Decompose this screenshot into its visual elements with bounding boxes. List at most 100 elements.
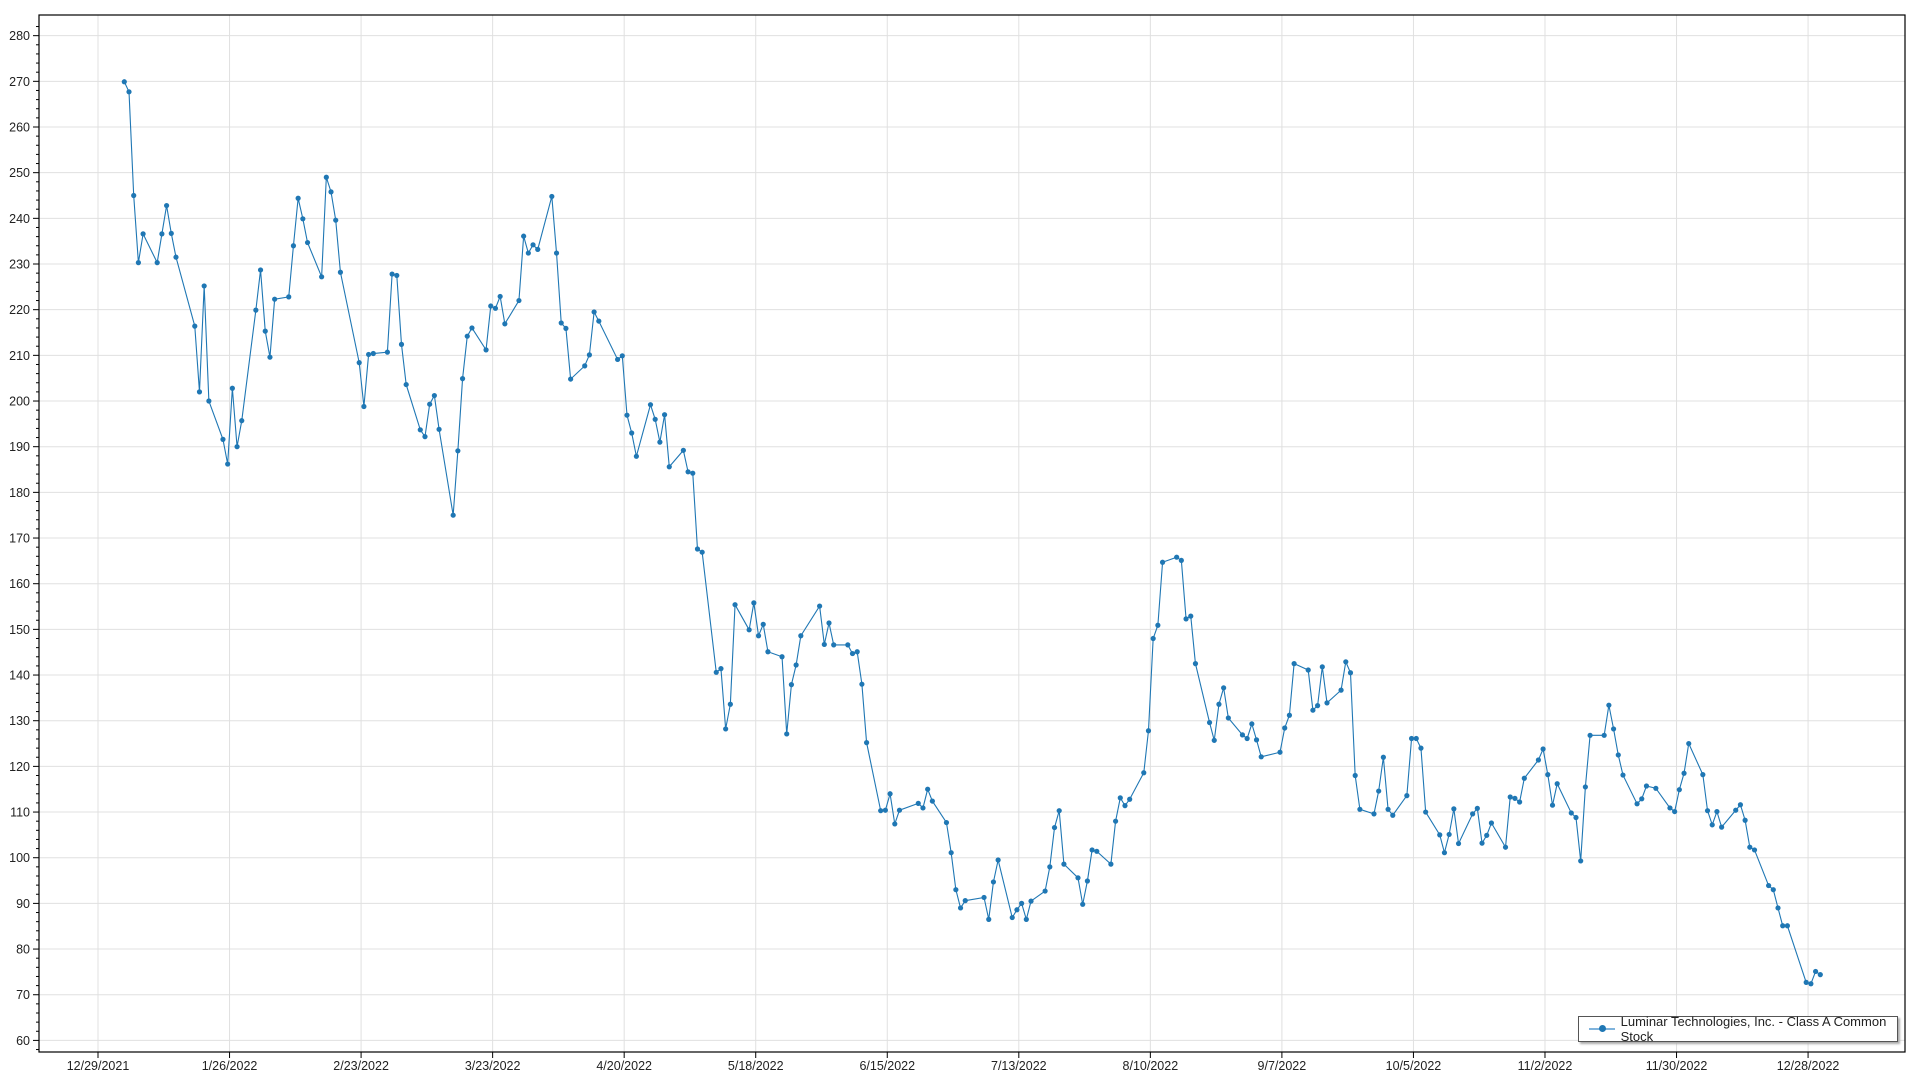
data-point xyxy=(1324,700,1330,706)
data-point xyxy=(422,434,428,440)
data-point xyxy=(516,297,522,304)
data-point xyxy=(1535,757,1542,763)
data-point xyxy=(1606,702,1612,708)
data-point xyxy=(1080,901,1086,907)
data-point xyxy=(1319,664,1325,670)
data-point xyxy=(732,602,738,608)
data-point xyxy=(779,654,785,660)
data-point xyxy=(521,233,527,239)
data-point xyxy=(953,887,959,893)
data-point xyxy=(760,621,766,627)
data-point xyxy=(229,385,235,391)
data-point xyxy=(1545,772,1551,778)
data-point xyxy=(591,309,597,315)
data-point xyxy=(370,350,376,357)
y-tick-label: 280 xyxy=(9,29,30,43)
y-tick-label: 220 xyxy=(9,303,30,317)
x-tick-label: 2/23/2022 xyxy=(333,1059,389,1073)
data-point xyxy=(558,320,564,326)
data-point xyxy=(192,323,198,329)
x-tick-label: 9/7/2022 xyxy=(1258,1059,1307,1073)
data-point xyxy=(225,461,231,467)
data-point xyxy=(1700,772,1706,778)
y-tick-label: 160 xyxy=(9,577,30,591)
data-point xyxy=(878,808,884,814)
data-point xyxy=(201,283,207,289)
data-point xyxy=(1028,898,1034,904)
data-point xyxy=(652,416,658,422)
data-point xyxy=(1775,905,1781,911)
data-point xyxy=(1051,824,1058,831)
data-point xyxy=(1751,847,1758,853)
data-point xyxy=(361,403,367,410)
gridlines xyxy=(39,15,1905,1052)
data-point xyxy=(131,192,137,199)
data-point xyxy=(319,274,325,280)
data-point xyxy=(1023,916,1029,922)
axes xyxy=(33,14,1906,1058)
data-point xyxy=(1643,783,1650,789)
data-point xyxy=(253,307,259,313)
data-point xyxy=(943,819,950,826)
data-point xyxy=(121,79,127,85)
data-point xyxy=(817,603,823,609)
data-point xyxy=(793,662,799,668)
data-point xyxy=(1719,824,1725,830)
data-point xyxy=(196,389,203,395)
data-point xyxy=(1747,844,1753,850)
data-point xyxy=(1192,661,1199,667)
y-tick-label: 240 xyxy=(9,212,30,226)
data-point xyxy=(1766,882,1772,889)
data-point xyxy=(389,271,395,277)
data-point xyxy=(234,444,240,450)
data-point xyxy=(1667,805,1673,811)
data-point xyxy=(723,726,729,732)
data-point xyxy=(553,250,560,256)
data-point xyxy=(1225,715,1231,721)
data-point xyxy=(586,352,593,358)
data-point xyxy=(140,231,146,237)
data-point xyxy=(168,230,174,237)
y-tick-label: 90 xyxy=(16,897,30,911)
data-point xyxy=(1488,820,1495,826)
data-point xyxy=(1286,712,1293,718)
data-point xyxy=(854,649,860,655)
data-point xyxy=(1742,817,1748,823)
data-point xyxy=(1145,728,1152,734)
data-point xyxy=(1089,847,1095,853)
data-point xyxy=(464,333,470,339)
data-point xyxy=(126,89,132,95)
data-point xyxy=(755,633,762,639)
data-point xyxy=(1554,781,1560,787)
data-point xyxy=(1239,732,1246,738)
x-tick-label: 12/29/2021 xyxy=(67,1059,130,1073)
data-point xyxy=(1206,719,1213,726)
x-tick-label: 11/2/2022 xyxy=(1518,1059,1573,1073)
data-point xyxy=(525,250,531,256)
y-tick-label: 250 xyxy=(9,166,30,180)
data-point xyxy=(323,174,329,180)
y-tick-label: 100 xyxy=(9,851,30,865)
x-tick-label: 11/30/2022 xyxy=(1646,1059,1708,1073)
data-point xyxy=(328,189,334,195)
y-tick-label: 210 xyxy=(9,349,30,363)
data-point xyxy=(887,791,893,797)
data-point xyxy=(831,642,837,648)
data-point xyxy=(746,627,752,633)
data-point xyxy=(337,269,344,275)
data-point xyxy=(1178,557,1184,564)
data-point xyxy=(1418,745,1424,751)
data-point xyxy=(286,294,292,300)
data-point xyxy=(1122,803,1128,809)
data-point xyxy=(1704,808,1711,814)
data-point xyxy=(1258,754,1264,760)
data-point xyxy=(1484,832,1490,838)
y-tick-label: 110 xyxy=(10,806,30,820)
data-point xyxy=(1549,802,1556,808)
data-point xyxy=(300,216,306,222)
data-point xyxy=(596,318,602,324)
data-point xyxy=(1174,554,1180,560)
x-axis-tick-labels: 12/29/2021 1/26/2022 2/23/2022 3/23/2022 4/2… xyxy=(67,1059,1840,1073)
y-tick-label: 150 xyxy=(9,623,30,637)
data-point xyxy=(1540,746,1546,752)
